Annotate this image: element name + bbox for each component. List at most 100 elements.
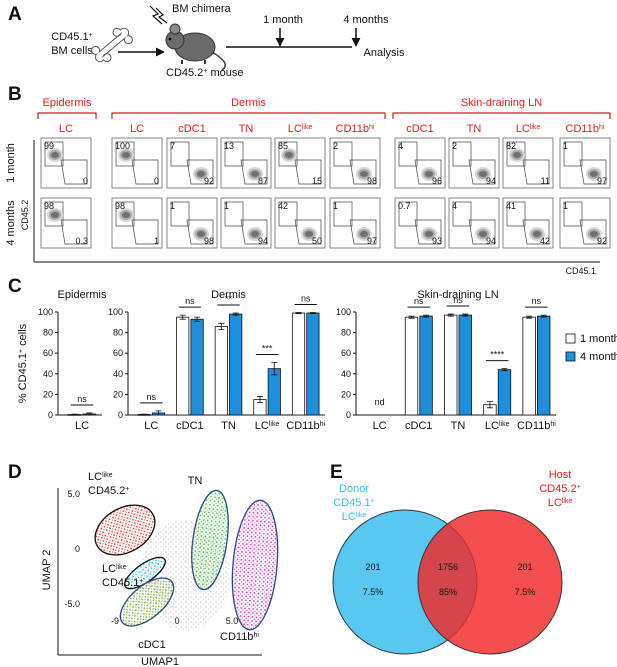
text: CD11b: [566, 123, 599, 135]
bar: [444, 314, 458, 416]
error-bar: [232, 312, 239, 316]
gate: [468, 159, 496, 185]
y-tick-label: 40: [113, 369, 123, 379]
cluster-tn: [191, 489, 229, 591]
text: like: [116, 564, 127, 571]
y-tick-label: 80: [113, 328, 123, 338]
gate: [170, 141, 190, 167]
venn-percent: 7.5%: [363, 587, 384, 597]
bar: [176, 316, 190, 416]
text: +: [89, 32, 93, 39]
text: TN: [451, 420, 466, 432]
cluster-lc-donor: [124, 556, 166, 590]
gate-value: 1: [333, 201, 338, 211]
gate-value: 13: [224, 141, 234, 151]
gate: [115, 141, 135, 167]
gate-value: 94: [486, 176, 496, 186]
flow-plot: [394, 137, 446, 189]
text: CD45.1: [333, 497, 370, 509]
error-bar: [179, 314, 186, 320]
text: like: [562, 498, 573, 505]
error-bar: [309, 312, 316, 314]
gate: [240, 159, 268, 185]
time-label: 1 month: [263, 14, 303, 26]
text: hi: [599, 124, 605, 131]
flow-plot: [329, 137, 381, 189]
population: [305, 231, 313, 237]
group-label: Skin-draining LN: [461, 97, 542, 109]
population: [251, 231, 259, 237]
x-tick-label: TN: [451, 420, 466, 432]
significance-label: ns: [414, 296, 424, 306]
y-tick-label: 20: [341, 389, 351, 399]
gate: [224, 141, 244, 167]
gate-value: 1: [563, 201, 568, 211]
flow-plot: [220, 137, 272, 189]
gate-value: 4: [398, 141, 403, 151]
panel-label: B: [8, 84, 22, 105]
venn-host: [417, 509, 563, 655]
tick-label: 5.0: [226, 616, 239, 626]
population: [285, 152, 293, 158]
flow-plot: [40, 197, 92, 249]
column-label: cDC1: [406, 123, 434, 135]
population: [51, 152, 59, 158]
error-bar: [218, 322, 225, 330]
gate-value: 1: [154, 236, 159, 246]
gate: [579, 159, 607, 185]
population: [197, 171, 205, 177]
venn-percent: 7.5%: [515, 587, 536, 597]
text: +: [371, 498, 375, 505]
gate: [131, 159, 159, 185]
panel-a: A CD45.1+ BM cells BM chimera CD45.2+ mo…: [8, 3, 405, 79]
x-tick-label: CD11bhi: [517, 420, 556, 432]
significance-label: ns: [147, 392, 157, 402]
tick-label: -9: [111, 616, 119, 626]
gate: [563, 201, 583, 227]
population: [533, 231, 541, 237]
x-tick-label: TN: [221, 420, 236, 432]
text: LC: [516, 123, 530, 135]
missing-label: nd: [375, 397, 385, 407]
gate: [294, 159, 322, 185]
text: mouse: [207, 67, 243, 79]
y-tick-label: 100: [336, 307, 351, 317]
venn-percent: 85%: [439, 587, 457, 597]
text: TN: [239, 123, 254, 135]
axis-label: UMAP 2: [41, 550, 53, 591]
x-tick-label: LC: [75, 420, 89, 432]
bar: [267, 368, 281, 416]
bar: [458, 314, 472, 416]
cluster-label: CD45.1+: [102, 577, 143, 589]
gate-value: 96: [432, 176, 442, 186]
gate: [333, 201, 353, 227]
gate: [398, 201, 418, 227]
column-label: cDC1: [178, 123, 206, 135]
y-tick-label: 40: [341, 369, 351, 379]
column-label: TN: [467, 123, 482, 135]
gate: [398, 141, 418, 167]
axis-label: CD45.2: [20, 200, 30, 231]
text: +: [203, 68, 207, 75]
gate-value: 1: [170, 201, 175, 211]
text: LC: [255, 420, 269, 432]
gate: [522, 219, 550, 245]
y-tick-label: 0: [346, 410, 351, 420]
x-tick-label: cDC1: [405, 420, 433, 432]
text: CD45.2: [166, 67, 203, 79]
panel-label: A: [8, 4, 22, 25]
error-bar: [295, 312, 302, 314]
mouse-icon: [165, 23, 227, 71]
population: [513, 152, 521, 158]
donor-label: CD45.1+: [51, 31, 92, 43]
gate-value: 94: [486, 236, 496, 246]
x-tick-label: cDC1: [176, 420, 204, 432]
lightning: [149, 5, 163, 25]
text: LC: [130, 123, 144, 135]
venn-count: 201: [365, 562, 380, 572]
population: [590, 231, 598, 237]
gate: [115, 201, 135, 227]
gate-value: 97: [597, 176, 607, 186]
bar: [522, 316, 536, 416]
population: [360, 231, 368, 237]
